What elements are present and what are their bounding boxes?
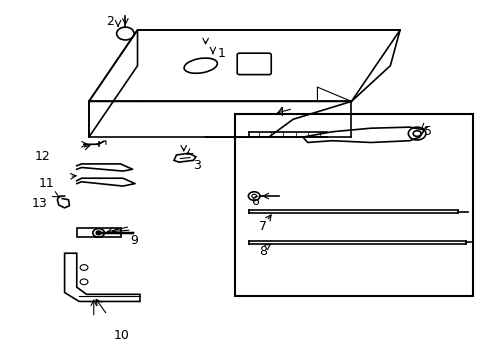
Text: 9: 9 bbox=[130, 234, 138, 247]
Text: 2: 2 bbox=[106, 14, 114, 27]
Text: 3: 3 bbox=[193, 159, 201, 172]
Text: 6: 6 bbox=[251, 195, 259, 208]
Text: 11: 11 bbox=[39, 177, 55, 190]
Text: 8: 8 bbox=[259, 245, 266, 258]
Text: 13: 13 bbox=[32, 197, 47, 210]
Text: 1: 1 bbox=[217, 47, 225, 60]
Text: 12: 12 bbox=[34, 150, 50, 163]
Text: 4: 4 bbox=[276, 105, 284, 119]
Text: 5: 5 bbox=[424, 125, 431, 138]
Text: 7: 7 bbox=[259, 220, 266, 233]
Text: 10: 10 bbox=[113, 329, 129, 342]
Circle shape bbox=[96, 231, 101, 235]
